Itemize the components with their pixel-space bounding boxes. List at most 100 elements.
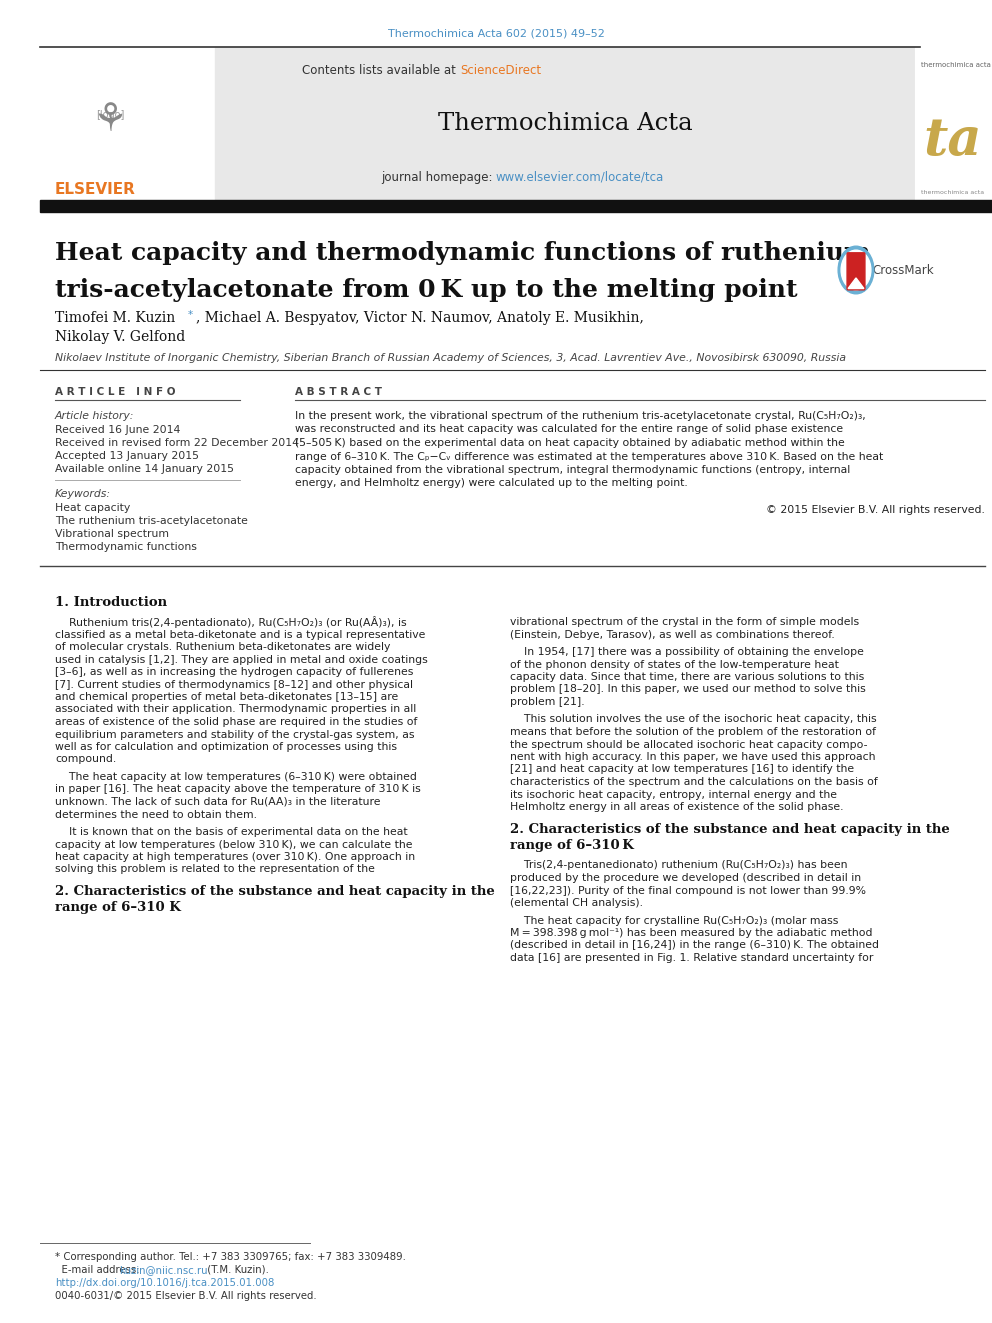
Text: Nikolaev Institute of Inorganic Chemistry, Siberian Branch of Russian Academy of: Nikolaev Institute of Inorganic Chemistr… xyxy=(55,353,846,363)
Text: Accepted 13 January 2015: Accepted 13 January 2015 xyxy=(55,451,199,460)
Text: was reconstructed and its heat capacity was calculated for the entire range of s: was reconstructed and its heat capacity … xyxy=(295,425,843,434)
Text: 2. Characteristics of the substance and heat capacity in the: 2. Characteristics of the substance and … xyxy=(510,823,949,836)
FancyBboxPatch shape xyxy=(847,253,865,290)
Text: *: * xyxy=(188,310,193,320)
Text: (elemental CH analysis).: (elemental CH analysis). xyxy=(510,898,643,908)
Text: © 2015 Elsevier B.V. All rights reserved.: © 2015 Elsevier B.V. All rights reserved… xyxy=(766,505,985,515)
Text: The ruthenium tris-acetylacetonate: The ruthenium tris-acetylacetonate xyxy=(55,516,248,527)
Text: , Michael A. Bespyatov, Victor N. Naumov, Anatoly E. Musikhin,: , Michael A. Bespyatov, Victor N. Naumov… xyxy=(196,311,644,325)
Text: Keywords:: Keywords: xyxy=(55,490,111,499)
Text: ELSEVIER: ELSEVIER xyxy=(55,183,136,197)
Text: kuzin@niic.nsc.ru: kuzin@niic.nsc.ru xyxy=(119,1265,207,1275)
Text: well as for calculation and optimization of processes using this: well as for calculation and optimization… xyxy=(55,742,397,751)
Text: Heat capacity and thermodynamic functions of ruthenium: Heat capacity and thermodynamic function… xyxy=(55,241,870,265)
Text: [21] and heat capacity at low temperatures [16] to identify the: [21] and heat capacity at low temperatur… xyxy=(510,765,854,774)
Polygon shape xyxy=(848,278,864,288)
Text: 2. Characteristics of the substance and heat capacity in the: 2. Characteristics of the substance and … xyxy=(55,885,495,898)
Text: means that before the solution of the problem of the restoration of: means that before the solution of the pr… xyxy=(510,728,876,737)
Text: journal homepage:: journal homepage: xyxy=(381,171,496,184)
Text: in paper [16]. The heat capacity above the temperature of 310 K is: in paper [16]. The heat capacity above t… xyxy=(55,785,421,795)
Text: www.elsevier.com/locate/tca: www.elsevier.com/locate/tca xyxy=(495,171,664,184)
Text: A B S T R A C T: A B S T R A C T xyxy=(295,388,382,397)
Text: CrossMark: CrossMark xyxy=(872,263,933,277)
Text: Thermochimica Acta: Thermochimica Acta xyxy=(437,111,692,135)
Text: and chemical properties of metal beta-diketonates [13–15] are: and chemical properties of metal beta-di… xyxy=(55,692,398,703)
Text: ScienceDirect: ScienceDirect xyxy=(460,64,541,77)
Text: Received in revised form 22 December 2014: Received in revised form 22 December 201… xyxy=(55,438,299,448)
Text: This solution involves the use of the isochoric heat capacity, this: This solution involves the use of the is… xyxy=(510,714,877,725)
Text: In 1954, [17] there was a possibility of obtaining the envelope: In 1954, [17] there was a possibility of… xyxy=(510,647,864,658)
Text: determines the need to obtain them.: determines the need to obtain them. xyxy=(55,810,257,819)
Text: Timofei M. Kuzin: Timofei M. Kuzin xyxy=(55,311,180,325)
Text: Tris(2,4-pentanedionato) ruthenium (Ru(C₅H₇O₂)₃) has been: Tris(2,4-pentanedionato) ruthenium (Ru(C… xyxy=(510,860,847,871)
Text: produced by the procedure we developed (described in detail in: produced by the procedure we developed (… xyxy=(510,873,861,882)
Text: Article history:: Article history: xyxy=(55,411,134,421)
Text: thermochimica acta: thermochimica acta xyxy=(921,62,991,67)
Text: capacity at low temperatures (below 310 K), we can calculate the: capacity at low temperatures (below 310 … xyxy=(55,840,413,849)
Text: The heat capacity for crystalline Ru(C₅H₇O₂)₃ (molar mass: The heat capacity for crystalline Ru(C₅H… xyxy=(510,916,838,926)
Bar xyxy=(40,200,992,212)
Text: data [16] are presented in Fig. 1. Relative standard uncertainty for: data [16] are presented in Fig. 1. Relat… xyxy=(510,953,873,963)
Text: Ruthenium tris(2,4-pentadionato), Ru(C₅H₇O₂)₃ (or Ru(AÂ)₃), is: Ruthenium tris(2,4-pentadionato), Ru(C₅H… xyxy=(55,617,407,628)
Text: of the phonon density of states of the low-temperature heat: of the phonon density of states of the l… xyxy=(510,659,839,669)
Text: ⚘: ⚘ xyxy=(92,101,127,139)
Text: (described in detail in [16,24]) in the range (6–310) K. The obtained: (described in detail in [16,24]) in the … xyxy=(510,941,879,950)
Text: [7]. Current studies of thermodynamics [8–12] and other physical: [7]. Current studies of thermodynamics [… xyxy=(55,680,413,689)
Circle shape xyxy=(838,246,874,294)
Text: characteristics of the spectrum and the calculations on the basis of: characteristics of the spectrum and the … xyxy=(510,777,878,787)
Text: http://dx.doi.org/10.1016/j.tca.2015.01.008: http://dx.doi.org/10.1016/j.tca.2015.01.… xyxy=(55,1278,275,1289)
Text: areas of existence of the solid phase are required in the studies of: areas of existence of the solid phase ar… xyxy=(55,717,418,728)
Text: equilibrium parameters and stability of the crystal-gas system, as: equilibrium parameters and stability of … xyxy=(55,729,415,740)
Text: unknown. The lack of such data for Ru(AA)₃ in the literature: unknown. The lack of such data for Ru(AA… xyxy=(55,796,381,807)
Text: * Corresponding author. Tel.: +7 383 3309765; fax: +7 383 3309489.: * Corresponding author. Tel.: +7 383 330… xyxy=(55,1252,406,1262)
Text: (5–505 K) based on the experimental data on heat capacity obtained by adiabatic : (5–505 K) based on the experimental data… xyxy=(295,438,845,448)
Text: the spectrum should be allocated isochoric heat capacity compo-: the spectrum should be allocated isochor… xyxy=(510,740,867,750)
Text: It is known that on the basis of experimental data on the heat: It is known that on the basis of experim… xyxy=(55,827,408,837)
Text: heat capacity at high temperatures (over 310 K). One approach in: heat capacity at high temperatures (over… xyxy=(55,852,415,863)
Text: M = 398.398 g mol⁻¹) has been measured by the adiabatic method: M = 398.398 g mol⁻¹) has been measured b… xyxy=(510,927,873,938)
Text: E-mail address:: E-mail address: xyxy=(55,1265,143,1275)
Text: [logo]: [logo] xyxy=(96,110,124,120)
Text: Helmholtz energy in all areas of existence of the solid phase.: Helmholtz energy in all areas of existen… xyxy=(510,802,843,812)
Text: Nikolay V. Gelfond: Nikolay V. Gelfond xyxy=(55,329,186,344)
Text: energy, and Helmholtz energy) were calculated up to the melting point.: energy, and Helmholtz energy) were calcu… xyxy=(295,479,687,488)
Text: Received 16 June 2014: Received 16 June 2014 xyxy=(55,425,181,435)
Text: thermochimica acta: thermochimica acta xyxy=(921,191,984,196)
Text: nent with high accuracy. In this paper, we have used this approach: nent with high accuracy. In this paper, … xyxy=(510,751,876,762)
Text: range of 6–310 K. The Cₚ−Cᵥ difference was estimated at the temperatures above 3: range of 6–310 K. The Cₚ−Cᵥ difference w… xyxy=(295,451,883,462)
Text: tris-acetylacetonate from 0 K up to the melting point: tris-acetylacetonate from 0 K up to the … xyxy=(55,278,798,302)
Text: Thermodynamic functions: Thermodynamic functions xyxy=(55,542,196,552)
Text: solving this problem is related to the representation of the: solving this problem is related to the r… xyxy=(55,864,375,875)
Text: Heat capacity: Heat capacity xyxy=(55,503,130,513)
Text: 1. Introduction: 1. Introduction xyxy=(55,595,167,609)
Bar xyxy=(215,48,915,200)
Text: capacity obtained from the vibrational spectrum, integral thermodynamic function: capacity obtained from the vibrational s… xyxy=(295,464,850,475)
Text: associated with their application. Thermodynamic properties in all: associated with their application. Therm… xyxy=(55,705,417,714)
Text: compound.: compound. xyxy=(55,754,116,765)
Text: range of 6–310 K: range of 6–310 K xyxy=(510,839,634,852)
Text: range of 6–310 K: range of 6–310 K xyxy=(55,901,181,914)
Text: its isochoric heat capacity, entropy, internal energy and the: its isochoric heat capacity, entropy, in… xyxy=(510,790,837,799)
Text: [3–6], as well as in increasing the hydrogen capacity of fullerenes: [3–6], as well as in increasing the hydr… xyxy=(55,667,414,677)
Text: Thermochimica Acta 602 (2015) 49–52: Thermochimica Acta 602 (2015) 49–52 xyxy=(388,28,604,38)
Text: 0040-6031/© 2015 Elsevier B.V. All rights reserved.: 0040-6031/© 2015 Elsevier B.V. All right… xyxy=(55,1291,316,1301)
Circle shape xyxy=(841,250,871,290)
Text: The heat capacity at low temperatures (6–310 K) were obtained: The heat capacity at low temperatures (6… xyxy=(55,773,417,782)
Bar xyxy=(40,48,215,200)
Text: of molecular crystals. Ruthenium beta-diketonates are widely: of molecular crystals. Ruthenium beta-di… xyxy=(55,642,391,652)
Text: (T.M. Kuzin).: (T.M. Kuzin). xyxy=(204,1265,269,1275)
Text: used in catalysis [1,2]. They are applied in metal and oxide coatings: used in catalysis [1,2]. They are applie… xyxy=(55,655,428,664)
Text: problem [21].: problem [21]. xyxy=(510,697,584,706)
Text: problem [18–20]. In this paper, we used our method to solve this: problem [18–20]. In this paper, we used … xyxy=(510,684,866,695)
Text: vibrational spectrum of the crystal in the form of simple models: vibrational spectrum of the crystal in t… xyxy=(510,617,859,627)
Text: capacity data. Since that time, there are various solutions to this: capacity data. Since that time, there ar… xyxy=(510,672,864,681)
Text: In the present work, the vibrational spectrum of the ruthenium tris-acetylaceton: In the present work, the vibrational spe… xyxy=(295,411,866,421)
Text: ta: ta xyxy=(924,115,982,165)
Bar xyxy=(915,48,992,200)
Text: (Einstein, Debye, Tarasov), as well as combinations thereof.: (Einstein, Debye, Tarasov), as well as c… xyxy=(510,630,834,639)
Text: classified as a metal beta-diketonate and is a typical representative: classified as a metal beta-diketonate an… xyxy=(55,630,426,639)
Text: Vibrational spectrum: Vibrational spectrum xyxy=(55,529,169,538)
Text: A R T I C L E   I N F O: A R T I C L E I N F O xyxy=(55,388,176,397)
Text: Contents lists available at: Contents lists available at xyxy=(303,64,460,77)
Text: [16,22,23]). Purity of the final compound is not lower than 99.9%: [16,22,23]). Purity of the final compoun… xyxy=(510,885,866,896)
